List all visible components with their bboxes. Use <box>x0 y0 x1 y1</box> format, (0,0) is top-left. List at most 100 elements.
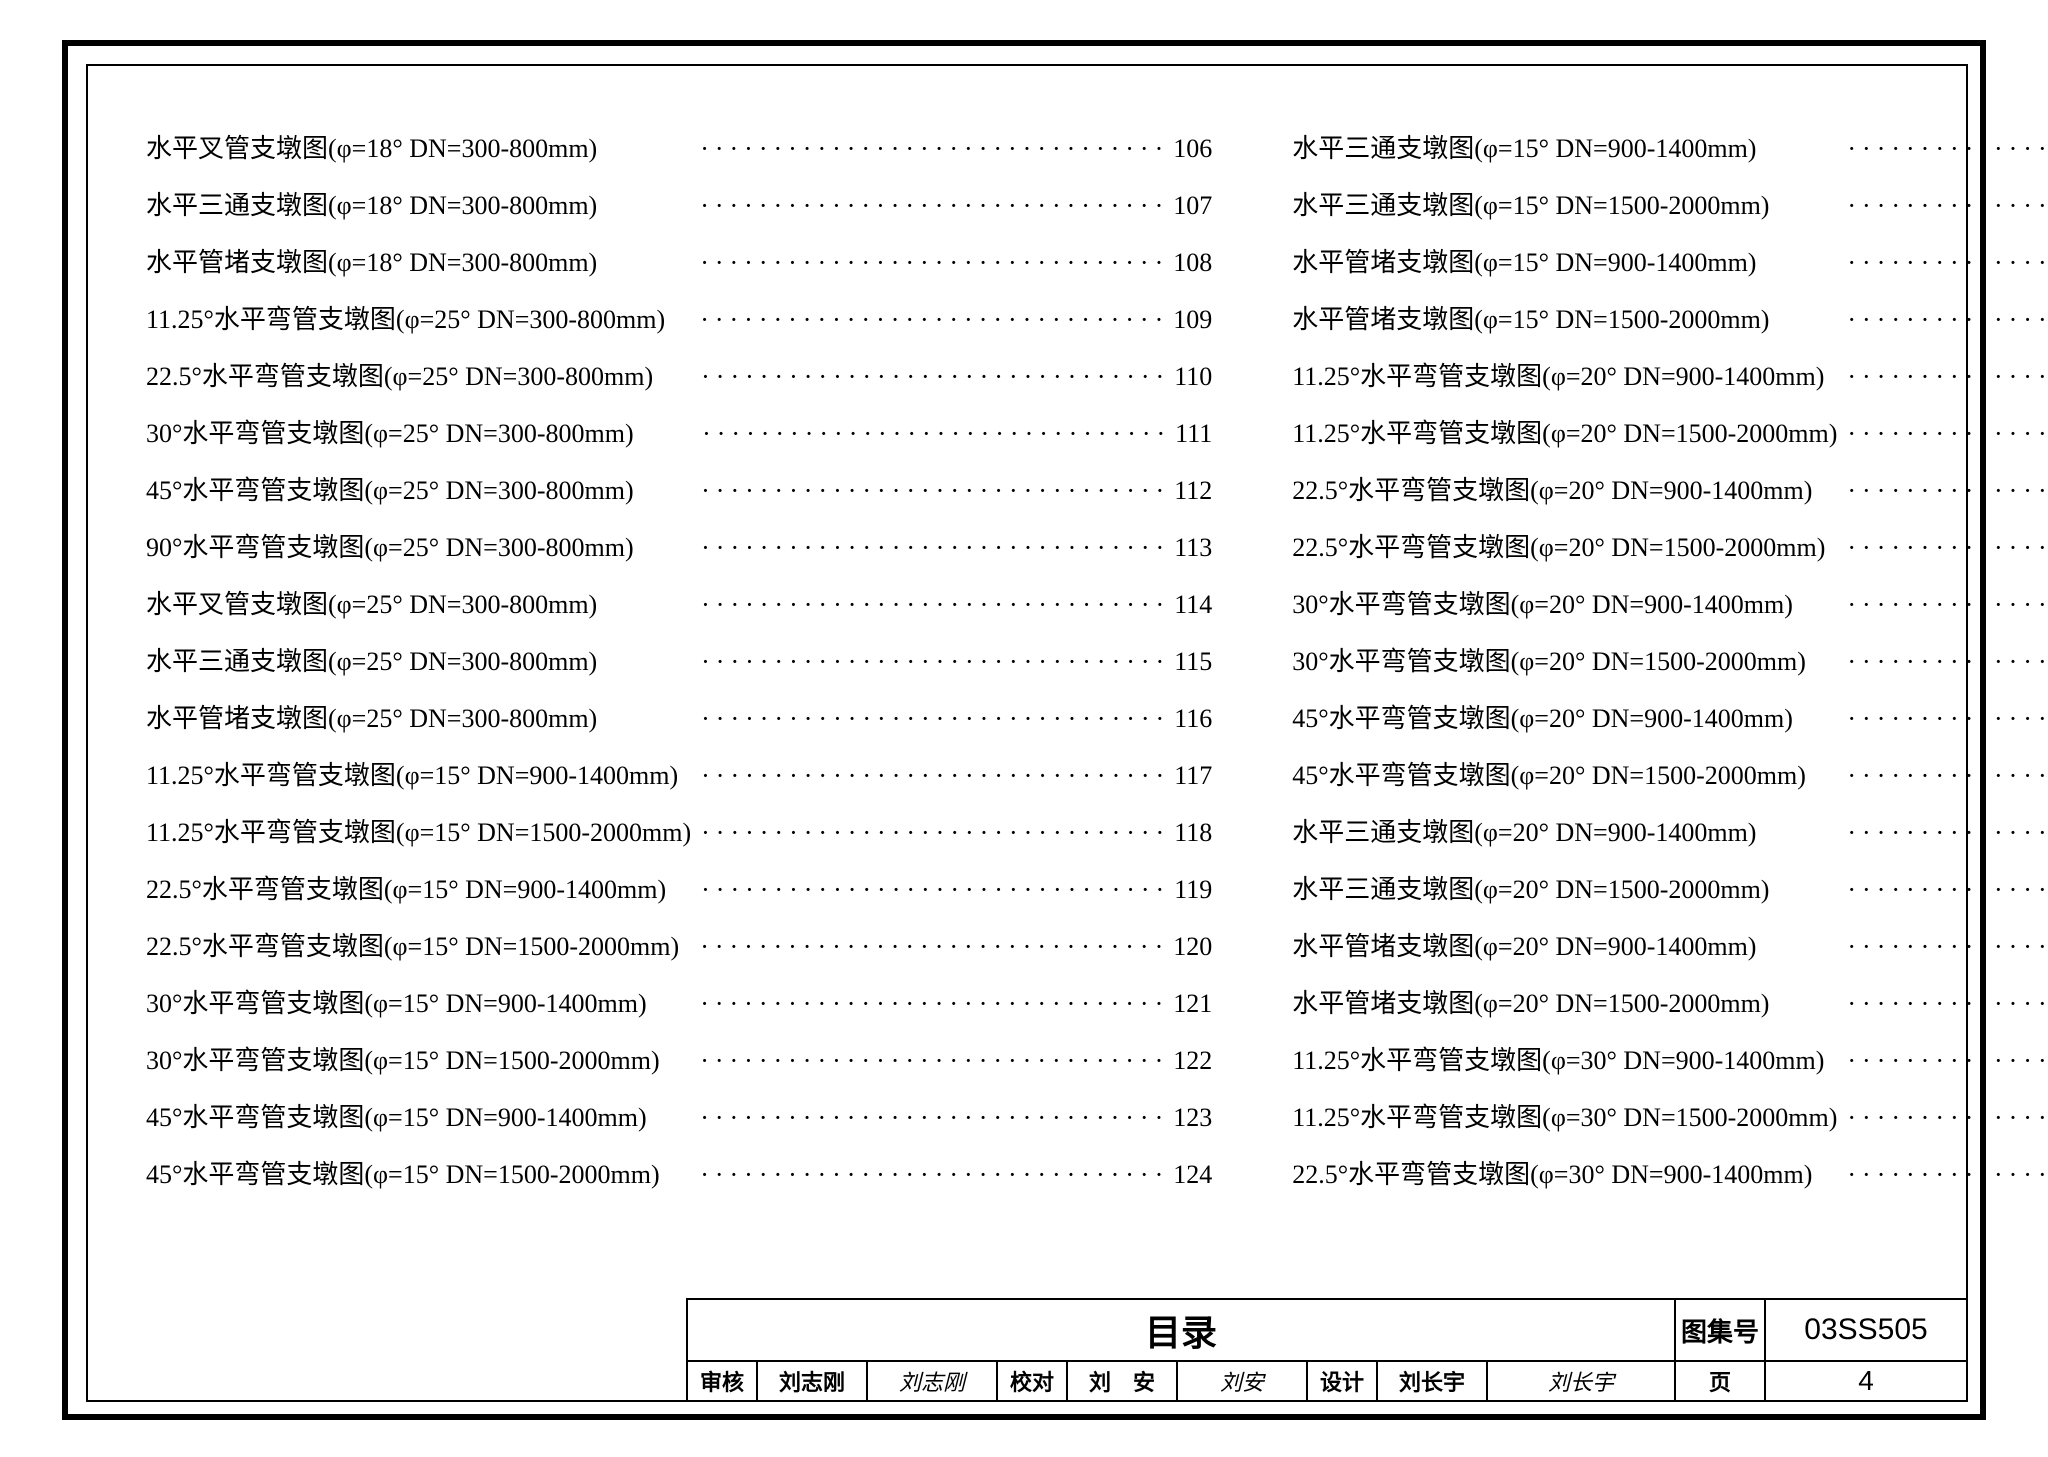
toc-entry-label: 水平管堵支墩图(φ=20° DN=900-1400mm) <box>1292 934 1756 960</box>
toc-leader-dots: ································ <box>678 763 1170 789</box>
toc-entry-page: 110 <box>1170 364 1212 390</box>
toc-entry-label: 水平叉管支墩图(φ=25° DN=300-800mm) <box>146 592 597 618</box>
toc-entry-page: 119 <box>1170 877 1212 903</box>
toc-leader-dots: ································ <box>1837 421 2048 447</box>
toc-entry-label: 11.25°水平弯管支墩图(φ=20° DN=1500-2000mm) <box>1292 421 1837 447</box>
toc-row: 45°水平弯管支墩图(φ=15° DN=1500-2000mm)········… <box>146 1162 1212 1219</box>
toc-entry-label: 30°水平弯管支墩图(φ=15° DN=1500-2000mm) <box>146 1048 660 1074</box>
toc-row: 22.5°水平弯管支墩图(φ=15° DN=1500-2000mm)······… <box>146 934 1212 991</box>
toc-leader-dots: ································ <box>665 307 1169 333</box>
proof-label: 校对 <box>998 1362 1068 1400</box>
toc-row: 水平三通支墩图(φ=15° DN=1500-2000mm)···········… <box>1292 193 2048 250</box>
toc-entry-label: 水平三通支墩图(φ=20° DN=900-1400mm) <box>1292 820 1756 846</box>
toc-leader-dots: ································ <box>597 649 1170 675</box>
toc-row: 水平管堵支墩图(φ=15° DN=1500-2000mm)···········… <box>1292 307 2048 364</box>
toc-entry-label: 水平管堵支墩图(φ=18° DN=300-800mm) <box>146 250 597 276</box>
toc-entry-label: 水平三通支墩图(φ=15° DN=900-1400mm) <box>1292 136 1756 162</box>
toc-entry-page: 113 <box>1170 535 1212 561</box>
toc-leader-dots: ································ <box>634 421 1172 447</box>
toc-leader-dots: ································ <box>660 1162 1170 1188</box>
toc-entry-label: 水平三通支墩图(φ=18° DN=300-800mm) <box>146 193 597 219</box>
toc-leader-dots: ································ <box>1806 649 2048 675</box>
toc-leader-dots: ································ <box>1769 877 2048 903</box>
toc-entry-page: 108 <box>1169 250 1212 276</box>
title-block: 目录 图集号 03SS505 审核 刘志刚 刘志刚 校对 刘 安 刘安 设计 刘… <box>686 1298 1966 1400</box>
toc-leader-dots: ································ <box>1756 136 2048 162</box>
toc-entry-label: 22.5°水平弯管支墩图(φ=25° DN=300-800mm) <box>146 364 653 390</box>
outer-border: 水平叉管支墩图(φ=18° DN=300-800mm)·············… <box>62 40 1986 1420</box>
toc-entry-label: 45°水平弯管支墩图(φ=15° DN=1500-2000mm) <box>146 1162 660 1188</box>
toc-entry-label: 水平三通支墩图(φ=15° DN=1500-2000mm) <box>1292 193 1769 219</box>
toc-entry-label: 水平三通支墩图(φ=20° DN=1500-2000mm) <box>1292 877 1769 903</box>
drawing-code-value: 03SS505 <box>1766 1300 1966 1360</box>
toc-entry-page: 107 <box>1169 193 1212 219</box>
toc-leader-dots: ································ <box>1824 364 2048 390</box>
toc-entry-page: 112 <box>1170 478 1212 504</box>
toc-row: 11.25°水平弯管支墩图(φ=15° DN=900-1400mm)······… <box>146 763 1212 820</box>
toc-row: 水平三通支墩图(φ=15° DN=900-1400mm)············… <box>1292 136 2048 193</box>
toc-row: 22.5°水平弯管支墩图(φ=30° DN=900-1400mm)·······… <box>1292 1162 2048 1219</box>
toc-row: 45°水平弯管支墩图(φ=20° DN=1500-2000mm)········… <box>1292 763 2048 820</box>
toc-row: 22.5°水平弯管支墩图(φ=20° DN=900-1400mm)·······… <box>1292 478 2048 535</box>
toc-row: 水平三通支墩图(φ=18° DN=300-800mm)·············… <box>146 193 1212 250</box>
toc-leader-dots: ································ <box>679 934 1169 960</box>
toc-entry-label: 45°水平弯管支墩图(φ=20° DN=900-1400mm) <box>1292 706 1793 732</box>
title-block-bottom-row: 审核 刘志刚 刘志刚 校对 刘 安 刘安 设计 刘长宇 刘长宇 页 4 <box>688 1362 1966 1400</box>
toc-entry-label: 22.5°水平弯管支墩图(φ=30° DN=900-1400mm) <box>1292 1162 1812 1188</box>
toc-entry-page: 123 <box>1169 1105 1212 1131</box>
toc-leader-dots: ································ <box>597 136 1169 162</box>
toc-entry-label: 22.5°水平弯管支墩图(φ=20° DN=900-1400mm) <box>1292 478 1812 504</box>
toc-leader-dots: ································ <box>653 364 1170 390</box>
toc-row: 30°水平弯管支墩图(φ=15° DN=900-1400mm)·········… <box>146 991 1212 1048</box>
toc-entry-label: 22.5°水平弯管支墩图(φ=20° DN=1500-2000mm) <box>1292 535 1825 561</box>
toc-leader-dots: ································ <box>634 478 1171 504</box>
toc-entry-page: 116 <box>1170 706 1212 732</box>
toc-leader-dots: ································ <box>634 535 1171 561</box>
toc-row: 30°水平弯管支墩图(φ=15° DN=1500-2000mm)········… <box>146 1048 1212 1105</box>
toc-entry-label: 11.25°水平弯管支墩图(φ=30° DN=900-1400mm) <box>1292 1048 1824 1074</box>
drawing-code-label: 图集号 <box>1676 1300 1766 1360</box>
toc-entry-label: 45°水平弯管支墩图(φ=15° DN=900-1400mm) <box>146 1105 647 1131</box>
toc-entry-label: 11.25°水平弯管支墩图(φ=15° DN=900-1400mm) <box>146 763 678 789</box>
toc-row: 水平三通支墩图(φ=20° DN=900-1400mm)············… <box>1292 820 2048 877</box>
toc-entry-label: 22.5°水平弯管支墩图(φ=15° DN=900-1400mm) <box>146 877 666 903</box>
page-label: 页 <box>1676 1362 1766 1400</box>
inner-border: 水平叉管支墩图(φ=18° DN=300-800mm)·············… <box>86 64 1968 1402</box>
toc-entry-label: 30°水平弯管支墩图(φ=15° DN=900-1400mm) <box>146 991 647 1017</box>
toc-leader-dots: ································ <box>1756 934 2048 960</box>
toc-row: 11.25°水平弯管支墩图(φ=30° DN=900-1400mm)······… <box>1292 1048 2048 1105</box>
drawing-title: 目录 <box>688 1300 1676 1360</box>
toc-entry-label: 水平管堵支墩图(φ=20° DN=1500-2000mm) <box>1292 991 1769 1017</box>
toc-leader-dots: ································ <box>1812 478 2048 504</box>
toc-column-right: 水平三通支墩图(φ=15° DN=900-1400mm)············… <box>1292 136 2048 1270</box>
toc-leader-dots: ································ <box>691 820 1170 846</box>
toc-row: 90°水平弯管支墩图(φ=25° DN=300-800mm)··········… <box>146 535 1212 592</box>
toc-entry-label: 30°水平弯管支墩图(φ=20° DN=1500-2000mm) <box>1292 649 1806 675</box>
toc-column-left: 水平叉管支墩图(φ=18° DN=300-800mm)·············… <box>146 136 1212 1270</box>
toc-entry-label: 水平管堵支墩图(φ=25° DN=300-800mm) <box>146 706 597 732</box>
toc-row: 水平管堵支墩图(φ=15° DN=900-1400mm)············… <box>1292 250 2048 307</box>
toc-entry-page: 106 <box>1169 136 1212 162</box>
toc-entry-page: 122 <box>1169 1048 1212 1074</box>
toc-leader-dots: ································ <box>597 592 1170 618</box>
toc-row: 11.25°水平弯管支墩图(φ=15° DN=1500-2000mm)·····… <box>146 820 1212 877</box>
toc-entry-label: 22.5°水平弯管支墩图(φ=15° DN=1500-2000mm) <box>146 934 679 960</box>
toc-row: 11.25°水平弯管支墩图(φ=30° DN=1500-2000mm)·····… <box>1292 1105 2048 1162</box>
toc-entry-page: 124 <box>1169 1162 1212 1188</box>
toc-row: 30°水平弯管支墩图(φ=20° DN=900-1400mm)·········… <box>1292 592 2048 649</box>
toc-leader-dots: ································ <box>1769 991 2048 1017</box>
toc-entry-label: 水平三通支墩图(φ=25° DN=300-800mm) <box>146 649 597 675</box>
toc-entry-page: 115 <box>1170 649 1212 675</box>
audit-name: 刘志刚 <box>758 1362 868 1400</box>
design-name: 刘长宇 <box>1378 1362 1488 1400</box>
toc-entry-label: 11.25°水平弯管支墩图(φ=25° DN=300-800mm) <box>146 307 665 333</box>
toc-row: 30°水平弯管支墩图(φ=20° DN=1500-2000mm)········… <box>1292 649 2048 706</box>
toc-entry-page: 109 <box>1169 307 1212 333</box>
audit-signature: 刘志刚 <box>868 1362 998 1400</box>
toc-leader-dots: ································ <box>1837 1105 2048 1131</box>
toc-row: 水平三通支墩图(φ=20° DN=1500-2000mm)···········… <box>1292 877 2048 934</box>
toc-leader-dots: ································ <box>1806 763 2048 789</box>
toc-entry-label: 11.25°水平弯管支墩图(φ=15° DN=1500-2000mm) <box>146 820 691 846</box>
proof-name: 刘 安 <box>1068 1362 1178 1400</box>
toc-entry-label: 90°水平弯管支墩图(φ=25° DN=300-800mm) <box>146 535 634 561</box>
